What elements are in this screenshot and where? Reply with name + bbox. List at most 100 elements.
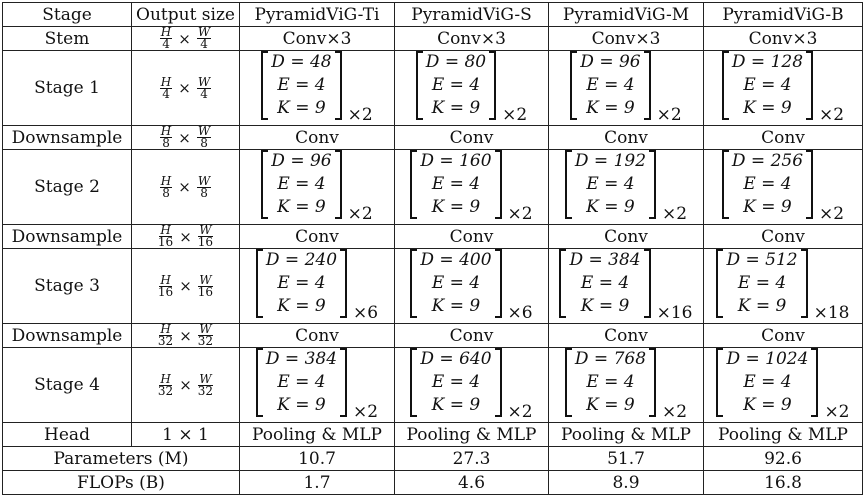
- left-bracket: [410, 348, 418, 417]
- dim-value: D = 384: [569, 250, 641, 270]
- denominator: 8: [162, 136, 170, 150]
- right-bracket: [340, 249, 348, 318]
- numerator: W: [198, 322, 213, 336]
- expansion-value: E = 4: [743, 372, 792, 392]
- neighbors-value: K = 9: [586, 98, 635, 118]
- numerator: W: [196, 74, 212, 89]
- row-label: Stage 3: [2, 248, 132, 324]
- block-config-cell: D = 256 E = 4 K = 9 ×2: [703, 149, 863, 225]
- right-bracket: [494, 348, 502, 417]
- neighbors-value: K = 9: [743, 395, 792, 415]
- numerator: W: [196, 124, 212, 138]
- dim-value: D = 640: [420, 349, 492, 369]
- dim-value: D = 384: [265, 349, 338, 369]
- row-label: FLOPs (B): [2, 470, 240, 495]
- repeat-count: ×16: [656, 303, 693, 323]
- layer-cell: Conv: [703, 224, 863, 249]
- expansion-value: E = 4: [743, 174, 792, 194]
- layer-cell: Conv: [239, 125, 395, 150]
- right-bracket: [643, 249, 651, 318]
- layer-cell: Conv: [239, 323, 395, 348]
- times-sign: ×: [178, 79, 191, 97]
- denominator: 32: [197, 334, 214, 348]
- numerator: H: [159, 371, 172, 386]
- right-bracket: [806, 150, 814, 219]
- block-config-cell: D = 384 E = 4 K = 9 ×2: [239, 347, 395, 423]
- block-config-cell: D = 128 E = 4 K = 9 ×2: [703, 50, 863, 126]
- dim-value: D = 512: [726, 250, 798, 270]
- dim-value: D = 240: [265, 250, 338, 270]
- output-size-cell: H 32 × W 32: [131, 347, 240, 423]
- row-label: Downsample: [2, 125, 132, 150]
- expansion-value: E = 4: [431, 174, 481, 194]
- left-bracket: [255, 249, 263, 318]
- matrix-rows: D = 80 E = 4 K = 9: [423, 51, 489, 120]
- config-matrix: D = 640 E = 4 K = 9: [410, 348, 502, 417]
- neighbors-value: K = 9: [431, 296, 481, 316]
- dim-value: D = 160: [420, 151, 492, 171]
- neighbors-value: K = 9: [277, 197, 326, 217]
- expansion-value: E = 4: [277, 273, 326, 293]
- config-matrix: D = 96 E = 4 K = 9: [261, 150, 342, 219]
- layer-cell: Conv×3: [239, 26, 395, 51]
- repeat-count: ×2: [347, 204, 373, 224]
- right-bracket: [806, 51, 814, 120]
- block-config-cell: D = 80 E = 4 K = 9 ×2: [394, 50, 549, 126]
- left-bracket: [415, 51, 423, 120]
- expansion-value: E = 4: [737, 273, 787, 293]
- block-config-cell: D = 768 E = 4 K = 9 ×2: [548, 347, 704, 423]
- left-bracket: [570, 51, 578, 120]
- column-header: Stage: [2, 2, 132, 27]
- neighbors-value: K = 9: [580, 296, 630, 316]
- flops-row: FLOPs (B) 1.7 4.6 8.9 16.8: [2, 470, 863, 495]
- repeat-count: ×6: [353, 303, 379, 323]
- right-bracket: [494, 249, 502, 318]
- numerator: H: [159, 124, 173, 138]
- parameters-row: Parameters (M) 10.7 27.3 51.7 92.6: [2, 446, 863, 471]
- right-bracket: [643, 51, 651, 120]
- row-label: Downsample: [2, 224, 132, 249]
- head-row: Head 1 × 1 Pooling & MLP Pooling & MLP Pooli…: [2, 422, 863, 447]
- fraction-h: H 16: [157, 274, 174, 299]
- config-matrix: D = 256 E = 4 K = 9: [721, 150, 814, 219]
- denominator: 8: [162, 185, 170, 200]
- left-bracket: [559, 249, 567, 318]
- numerator: W: [198, 223, 213, 237]
- matrix-rows: D = 256 E = 4 K = 9: [729, 150, 806, 219]
- denominator: 4: [162, 86, 170, 101]
- fraction-h: H 16: [158, 224, 173, 248]
- block-config-cell: D = 192 E = 4 K = 9 ×2: [548, 149, 704, 225]
- expansion-value: E = 4: [743, 75, 792, 95]
- denominator: 32: [157, 383, 174, 398]
- denominator: 32: [157, 334, 174, 348]
- downsample-row: Downsample H 32 × W 32 Conv Conv Conv Conv: [2, 322, 863, 348]
- right-bracket: [811, 348, 819, 417]
- neighbors-value: K = 9: [737, 296, 787, 316]
- dim-value: D = 256: [731, 151, 804, 171]
- config-matrix: D = 96 E = 4 K = 9: [570, 51, 651, 120]
- denominator: 16: [157, 284, 174, 299]
- matrix-rows: D = 96 E = 4 K = 9: [577, 51, 643, 120]
- left-bracket: [261, 150, 269, 219]
- config-matrix: D = 512 E = 4 K = 9: [716, 249, 808, 318]
- fraction-h: H 32: [157, 371, 174, 398]
- expansion-value: E = 4: [431, 372, 481, 392]
- expansion-value: E = 4: [586, 372, 635, 392]
- downsample-row: Downsample H 16 × W 16 Conv Conv Conv Conv: [2, 223, 863, 249]
- left-bracket: [716, 249, 724, 318]
- numerator: W: [198, 371, 213, 386]
- layer-cell: Conv×3: [548, 26, 704, 51]
- layer-cell: Conv×3: [394, 26, 549, 51]
- denominator: 8: [200, 136, 208, 150]
- expansion-value: E = 4: [277, 372, 326, 392]
- times-sign: ×: [179, 227, 192, 246]
- dim-value: D = 400: [420, 250, 492, 270]
- matrix-rows: D = 240 E = 4 K = 9: [263, 249, 340, 318]
- neighbors-value: K = 9: [431, 197, 481, 217]
